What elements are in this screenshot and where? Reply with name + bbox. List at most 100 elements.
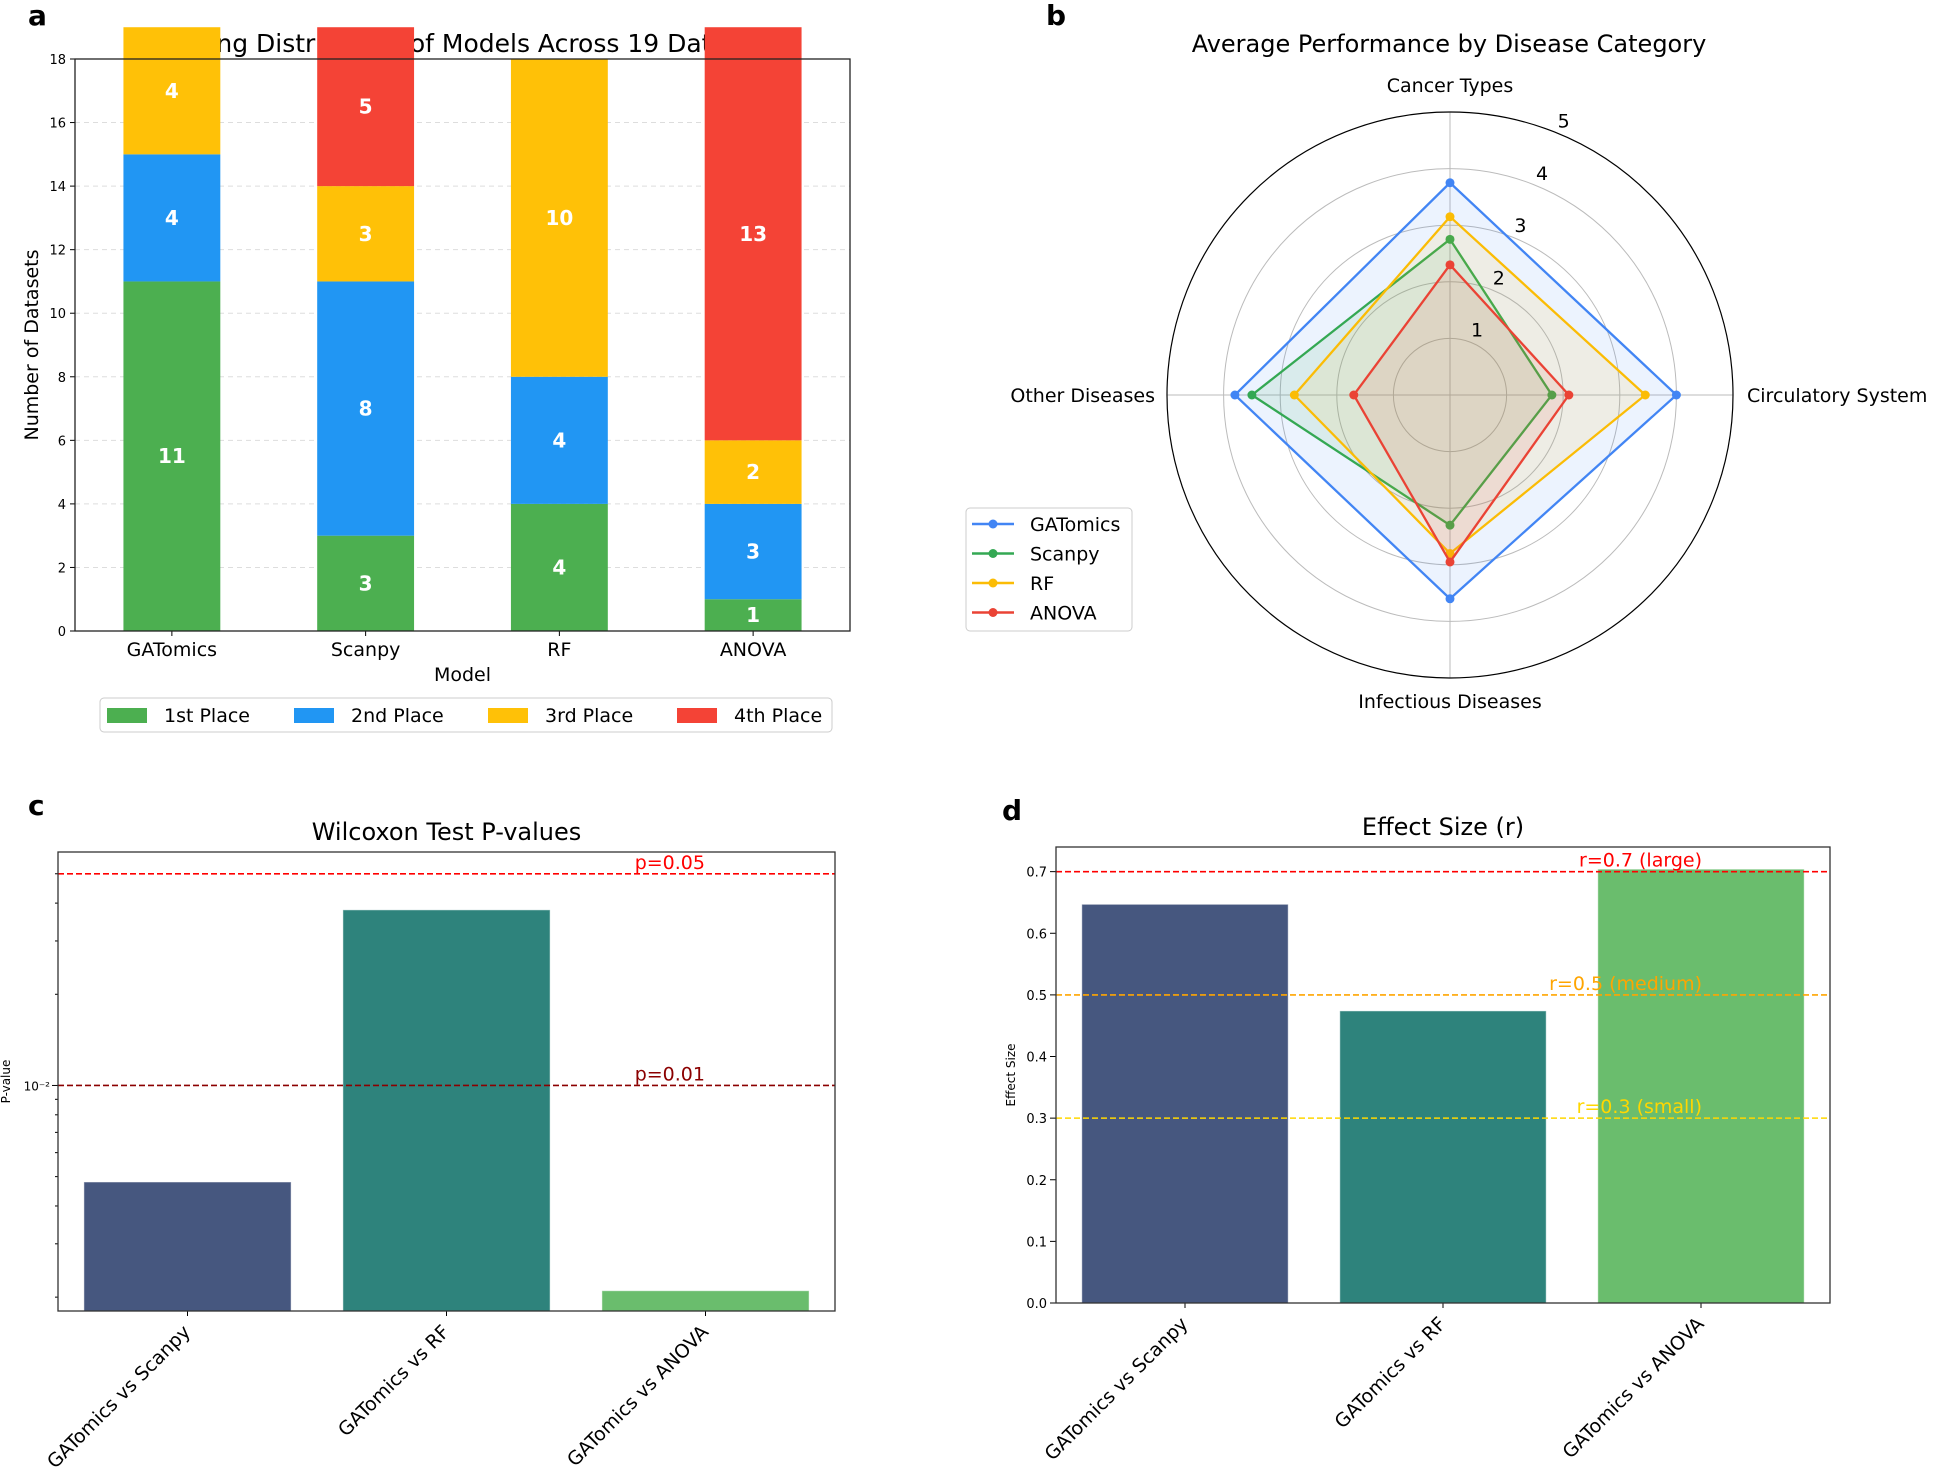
data-point [1289, 390, 1299, 400]
legend-marker [988, 608, 998, 617]
y-axis-label: P-value [0, 1060, 13, 1104]
y-tick-label: 0.5 [1026, 989, 1047, 1004]
bar-value-label: 3 [359, 571, 373, 595]
y-tick-label: 0.6 [1026, 927, 1047, 942]
legend-frame [99, 697, 833, 733]
y-tick-label: 12 [49, 244, 66, 259]
data-point [1445, 178, 1455, 188]
bar-segment [704, 27, 802, 441]
legend-swatch [294, 708, 334, 723]
bar-value-label: 3 [746, 540, 760, 564]
x-tick-label: GATomics vs ANOVA [1558, 1313, 1708, 1463]
data-point [1445, 212, 1455, 222]
radial-tick-label: 3 [1514, 215, 1526, 237]
bar-segment [123, 27, 221, 155]
bar [83, 1181, 292, 1312]
x-tick-label: ANOVA [720, 639, 787, 661]
legend-swatch [488, 708, 528, 723]
y-axis-label: Number of Datasets [21, 249, 43, 440]
data-point [1547, 390, 1557, 400]
bar-segment [317, 535, 415, 631]
y-tick-label: 8 [58, 371, 66, 386]
legend-label: ANOVA [1030, 603, 1097, 625]
data-point [1445, 557, 1455, 567]
data-point [1349, 390, 1359, 400]
panel-label-b: b [1046, 0, 1066, 32]
radial-tick-label: 4 [1536, 163, 1548, 185]
legend-label: 1st Place [164, 705, 250, 727]
data-point [1445, 260, 1455, 270]
chart-title: Ranking Distribution of Models Across 19… [147, 29, 778, 58]
bar [1339, 1010, 1547, 1304]
bar-value-label: 4 [552, 428, 566, 452]
bar [1597, 868, 1805, 1304]
chart-title: Effect Size (r) [1362, 813, 1524, 841]
y-tick-label: 0.4 [1026, 1051, 1047, 1066]
axes-frame [74, 58, 851, 632]
reference-line-label: p=0.01 [635, 1063, 705, 1085]
reference-line-label: r=0.3 (small) [1577, 1096, 1702, 1118]
bar-segment [704, 440, 802, 504]
reference-line-label: r=0.5 (medium) [1549, 973, 1702, 995]
legend-label: 4th Place [734, 705, 822, 727]
legend-label: 2nd Place [351, 705, 444, 727]
y-tick-label: 10⁻² [24, 1079, 51, 1093]
legend-label: RF [1030, 573, 1054, 595]
radial-tick-label: 2 [1493, 267, 1505, 289]
data-point [1247, 390, 1257, 400]
bar-value-label: 4 [165, 79, 179, 103]
bar-value-label: 4 [552, 555, 566, 579]
x-tick-label: GATomics [127, 639, 217, 661]
bar-value-label: 3 [359, 222, 373, 246]
y-tick-label: 2 [58, 561, 66, 576]
y-tick-label: 14 [49, 180, 66, 195]
panel-label-c: c [28, 789, 45, 822]
y-tick-label: 18 [49, 53, 66, 68]
x-tick-label: GATomics vs ANOVA [563, 1321, 713, 1471]
radial-tick-label: 1 [1471, 320, 1483, 342]
panel-c: c Wilcoxon Test P-values 10⁻² GATomics vs S… [0, 789, 836, 1473]
outer-ring [1166, 111, 1734, 679]
y-tick-label: 0 [58, 625, 66, 640]
reference-line-label: p=0.05 [635, 852, 705, 874]
bar-value-label: 5 [359, 95, 373, 119]
bar-segment [317, 186, 415, 282]
data-point [1445, 234, 1455, 244]
axis-label: Infectious Diseases [1358, 691, 1541, 713]
y-axis-label: Effect Size [1004, 1044, 1018, 1107]
bar-segment [510, 503, 608, 631]
data-point [1445, 594, 1455, 604]
x-tick-label: GATomics vs RF [1331, 1313, 1451, 1433]
y-tick-label: 0.7 [1026, 866, 1047, 881]
y-tick-label: 6 [58, 434, 66, 449]
legend-marker [988, 578, 998, 588]
chart-title: Wilcoxon Test P-values [312, 818, 582, 846]
chart-title: Average Performance by Disease Category [1192, 30, 1707, 58]
bar-segment [317, 27, 415, 187]
bar-segment [704, 503, 802, 600]
bar-value-label: 8 [359, 397, 373, 421]
bar-value-label: 4 [165, 206, 179, 230]
x-tick-label: GATomics vs Scanpy [1040, 1313, 1192, 1465]
bar [342, 909, 551, 1312]
bar-value-label: 11 [158, 444, 186, 468]
bar-segment [510, 376, 608, 504]
y-tick-label: 0.1 [1026, 1235, 1047, 1250]
bar-value-label: 1 [746, 603, 760, 627]
axis-label: Circulatory System [1747, 385, 1927, 407]
bar [601, 1290, 810, 1312]
y-tick-label: 0.2 [1026, 1174, 1047, 1189]
series-fill [1251, 239, 1552, 526]
x-tick-label: GATomics vs Scanpy [43, 1321, 195, 1473]
legend-label: Scanpy [1030, 544, 1100, 566]
y-tick-label: 0.3 [1026, 1112, 1047, 1127]
data-point [1445, 548, 1455, 558]
legend-frame [965, 507, 1133, 632]
bar-segment [123, 281, 221, 631]
legend: 1st Place 2nd Place 3rd Place 4th Place [99, 697, 833, 733]
radial-tick-label: 5 [1558, 110, 1570, 132]
y-tick-label: 4 [58, 498, 66, 513]
bar-value-label: 2 [746, 460, 760, 484]
bar-value-label: 10 [545, 206, 573, 230]
